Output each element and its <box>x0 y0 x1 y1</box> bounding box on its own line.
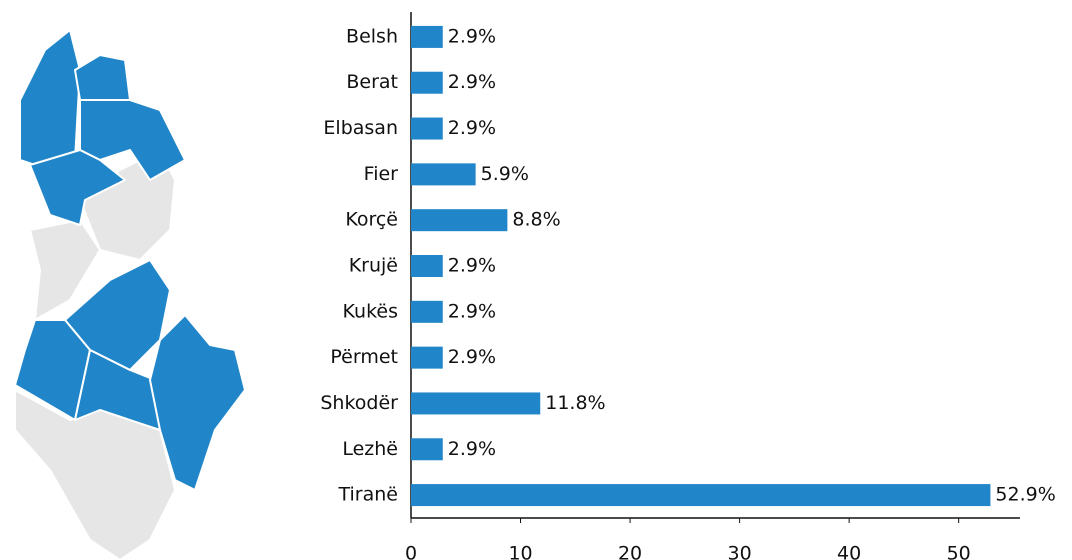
y-tick-label: Elbasan <box>323 117 398 139</box>
x-tick-label: 20 <box>618 543 642 560</box>
value-label: 2.9% <box>448 25 496 47</box>
value-label: 5.9% <box>481 163 529 185</box>
map-region <box>19 29 81 171</box>
bar <box>411 300 443 323</box>
y-tick-label: Berat <box>346 71 398 93</box>
value-label: 2.9% <box>448 255 496 277</box>
map-region <box>149 314 246 491</box>
bar <box>411 71 443 94</box>
value-label: 2.9% <box>448 117 496 139</box>
bar <box>411 392 541 415</box>
y-tick-label: Krujë <box>349 255 398 277</box>
bar <box>411 209 508 232</box>
y-tick-label: Korçë <box>345 209 398 231</box>
value-label: 8.8% <box>512 209 560 231</box>
y-tick-label: Tiranë <box>338 484 399 506</box>
value-label: 2.9% <box>448 346 496 368</box>
y-tick-label: Përmet <box>330 346 398 368</box>
y-tick-label: Fier <box>364 163 399 185</box>
bar <box>411 346 443 369</box>
value-label: 11.8% <box>545 392 605 414</box>
bar <box>411 117 443 140</box>
bar <box>411 25 443 48</box>
bar <box>411 255 443 277</box>
y-tick-label: Belsh <box>346 25 398 47</box>
value-label: 52.9% <box>995 484 1055 506</box>
y-tick-label: Lezhë <box>342 438 398 460</box>
value-label: 2.9% <box>448 300 496 322</box>
bar <box>411 163 476 186</box>
map-region <box>29 149 126 226</box>
value-label: 2.9% <box>448 71 496 93</box>
y-tick-label: Kukës <box>343 300 398 322</box>
x-tick-label: 30 <box>728 543 752 560</box>
value-label: 2.9% <box>448 438 496 460</box>
x-tick-label: 50 <box>947 543 971 560</box>
x-tick-label: 10 <box>508 543 532 560</box>
bar <box>411 438 443 461</box>
map <box>14 29 246 560</box>
bar <box>411 484 991 507</box>
x-tick-label: 40 <box>837 543 861 560</box>
x-tick-label: 0 <box>405 543 417 560</box>
y-tick-label: Shkodër <box>320 392 398 414</box>
